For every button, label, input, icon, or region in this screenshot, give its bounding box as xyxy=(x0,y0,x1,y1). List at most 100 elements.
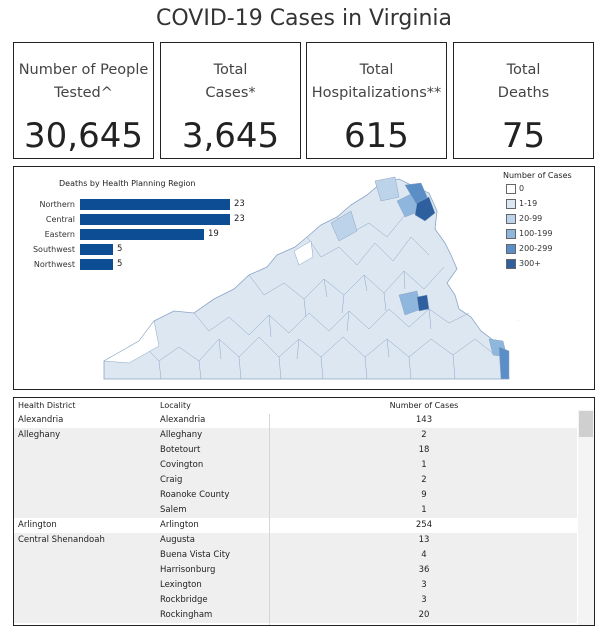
legend-swatch xyxy=(506,229,516,239)
legend-swatch xyxy=(506,244,516,254)
cell-health-district: Alexandria xyxy=(18,415,64,425)
legend-swatch xyxy=(506,259,516,269)
page-title: COVID-19 Cases in Virginia xyxy=(156,6,452,31)
county-lines xyxy=(138,214,496,380)
bar[interactable] xyxy=(80,229,204,240)
cell-locality: Harrisonburg xyxy=(160,565,216,575)
bar[interactable] xyxy=(80,199,230,210)
county-20-99 xyxy=(330,210,358,242)
county-20-99-2 xyxy=(374,176,400,202)
cell-locality: Lexington xyxy=(160,580,202,590)
cell-health-district: Central Shenandoah xyxy=(18,535,105,545)
table-row[interactable]: Roanoke County 9 xyxy=(14,488,577,503)
legend-label: 0 xyxy=(519,184,525,193)
cell-locality: Buena Vista City xyxy=(160,550,231,560)
county-no-cases xyxy=(103,320,160,364)
cell-number-of-cases: 254 xyxy=(415,520,433,530)
bar-category-label: Central xyxy=(45,215,75,224)
bar-value-label: 23 xyxy=(234,214,245,224)
cell-locality: Roanoke County xyxy=(160,490,230,500)
virginia-choropleth-map[interactable] xyxy=(99,171,519,385)
kpi-label: Total Deaths xyxy=(497,62,550,101)
bar-row[interactable]: Eastern 19 xyxy=(14,229,274,240)
bar[interactable] xyxy=(80,214,230,225)
legend-swatch xyxy=(506,199,516,209)
cell-locality: Augusta xyxy=(160,535,195,545)
legend-title: Number of Cases xyxy=(503,171,572,180)
bar-category-label: Northwest xyxy=(33,260,75,269)
table-row[interactable]: Alexandria Alexandria 143 xyxy=(14,413,577,428)
bar-row[interactable]: Southwest 5 xyxy=(14,244,274,255)
legend-label: 300+ xyxy=(519,259,541,268)
legend-item[interactable]: 200-299 xyxy=(503,244,572,259)
bar-chart-title: Deaths by Health Planning Region xyxy=(59,179,196,188)
bar-value-label: 5 xyxy=(117,259,123,269)
cell-locality: Botetourt xyxy=(160,445,201,455)
cell-number-of-cases: 36 xyxy=(418,565,430,575)
legend-swatch xyxy=(506,214,516,224)
bar-row[interactable]: Northern 23 xyxy=(14,199,274,210)
cases-table: Health District Locality Number of Cases… xyxy=(13,397,595,626)
table-row[interactable]: Alleghany Alleghany 2 xyxy=(14,428,577,443)
table-row[interactable]: Lexington 3 xyxy=(14,578,577,593)
legend-label: 20-99 xyxy=(519,214,543,223)
cell-locality: Covington xyxy=(160,460,204,470)
cell-locality: Arlington xyxy=(160,520,199,530)
cell-locality: Alleghany xyxy=(160,430,203,440)
header-health-district[interactable]: Health District xyxy=(18,401,76,410)
cell-health-district: Alleghany xyxy=(18,430,61,440)
kpi-total-hospitalizations[interactable]: Total Hospitalizations** 615 xyxy=(306,42,447,159)
kpi-value: 3,645 xyxy=(181,116,280,156)
bar-category-label: Eastern xyxy=(44,230,75,239)
legend-label: 1-19 xyxy=(519,199,538,208)
header-locality[interactable]: Locality xyxy=(160,401,191,410)
cell-number-of-cases: 18 xyxy=(418,445,430,455)
table-row[interactable]: Arlington Arlington 254 xyxy=(14,518,577,533)
bar-row[interactable]: Northwest 5 xyxy=(14,259,274,270)
legend-item[interactable]: 20-99 xyxy=(503,214,572,229)
legend-swatch xyxy=(506,184,516,194)
legend-label: 200-299 xyxy=(519,244,553,253)
legend-item[interactable]: 1-19 xyxy=(503,199,572,214)
kpi-value: 75 xyxy=(501,116,546,156)
virginia-outline xyxy=(103,178,510,380)
legend-item[interactable]: 300+ xyxy=(503,259,572,274)
county-300-plus xyxy=(414,196,436,222)
kpi-total-cases[interactable]: Total Cases* 3,645 xyxy=(160,42,301,159)
table-row[interactable]: Central Shenandoah Augusta 13 xyxy=(14,533,577,548)
table-scrollbar[interactable] xyxy=(578,410,594,625)
bar-category-label: Northern xyxy=(39,200,75,209)
kpi-value: 615 xyxy=(344,116,409,156)
cell-locality: Salem xyxy=(160,505,187,515)
table-row[interactable]: Craig 2 xyxy=(14,473,577,488)
table-row[interactable]: Rockbridge 3 xyxy=(14,593,577,608)
table-row[interactable]: Salem 1 xyxy=(14,503,577,518)
legend-item[interactable]: 100-199 xyxy=(503,229,572,244)
bar-row[interactable]: Central 23 xyxy=(14,214,274,225)
kpi-label: Total Cases* xyxy=(205,62,256,101)
cell-number-of-cases: 2 xyxy=(421,475,427,485)
bar[interactable] xyxy=(80,244,113,255)
legend-item[interactable]: 0 xyxy=(503,184,572,199)
bar-value-label: 5 xyxy=(117,244,123,254)
table-row[interactable]: Botetourt 18 xyxy=(14,443,577,458)
table-row[interactable]: Rockingham 20 xyxy=(14,608,577,623)
scrollbar-thumb[interactable] xyxy=(579,411,593,437)
bar[interactable] xyxy=(80,259,113,270)
cell-locality: Craig xyxy=(160,475,183,485)
bar-value-label: 19 xyxy=(208,229,219,239)
column-divider xyxy=(269,414,270,625)
cell-locality: Alexandria xyxy=(160,415,206,425)
table-row[interactable]: Covington 1 xyxy=(14,458,577,473)
table-row[interactable]: Harrisonburg 36 xyxy=(14,563,577,578)
kpi-total-deaths[interactable]: Total Deaths 75 xyxy=(453,42,594,159)
cell-locality: Rockingham xyxy=(160,610,213,620)
table-row[interactable]: Buena Vista City 4 xyxy=(14,548,577,563)
cell-locality: Rockbridge xyxy=(160,595,208,605)
kpi-value: 30,645 xyxy=(24,116,143,156)
header-number-of-cases[interactable]: Number of Cases xyxy=(389,401,459,410)
kpi-people-tested[interactable]: Number of People Tested^ 30,645 xyxy=(13,42,154,159)
cell-number-of-cases: 143 xyxy=(415,415,433,425)
county-no-cases-2 xyxy=(293,240,314,266)
cell-number-of-cases: 9 xyxy=(421,490,427,500)
